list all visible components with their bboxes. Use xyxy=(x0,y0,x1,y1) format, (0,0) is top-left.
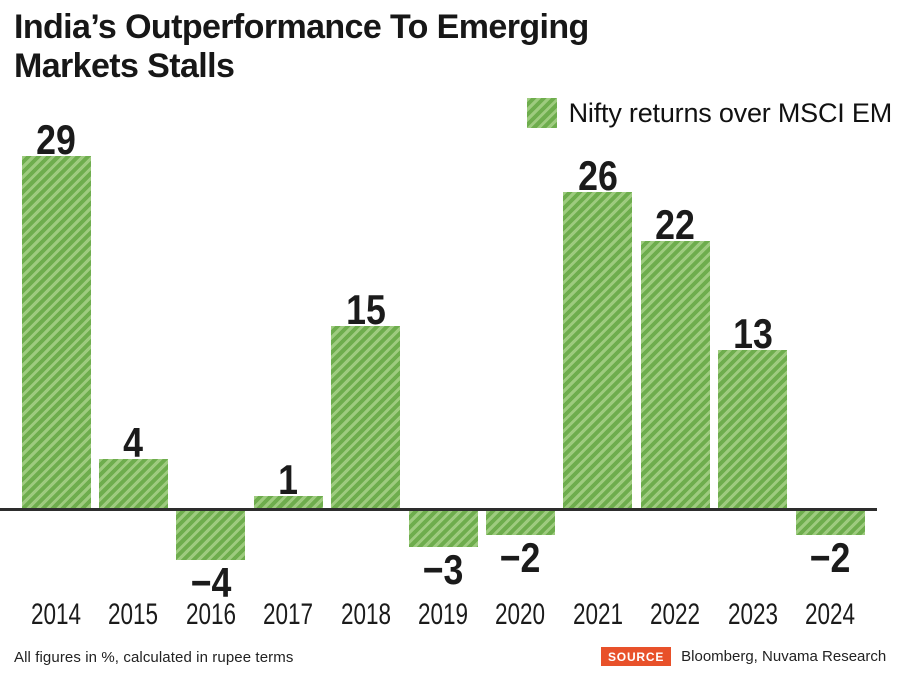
chart-title-line1: India’s Outperformance To Emerging xyxy=(14,8,589,46)
value-label-2019: −3 xyxy=(422,546,464,594)
x-tick-2017: 2017 xyxy=(263,598,314,631)
value-label-2018: 15 xyxy=(345,285,386,333)
chart-title: India’s Outperformance To Emerging Marke… xyxy=(14,8,589,87)
value-label-2014: 29 xyxy=(36,115,76,163)
legend: Nifty returns over MSCI EM xyxy=(526,97,893,129)
bar-2018 xyxy=(331,325,401,508)
value-label-2024: −2 xyxy=(809,534,851,582)
x-tick-2016: 2016 xyxy=(185,598,236,631)
bar-2021 xyxy=(563,192,633,508)
x-tick-2024: 2024 xyxy=(804,598,856,631)
bar-2020 xyxy=(485,511,555,536)
source-text: Bloomberg, Nuvama Research xyxy=(681,648,887,665)
value-label-2015: 4 xyxy=(123,419,144,467)
value-label-2020: −2 xyxy=(500,534,541,582)
bar-2019 xyxy=(408,511,478,548)
x-axis-baseline xyxy=(0,508,877,511)
value-label-2021: 26 xyxy=(577,152,618,200)
x-tick-2015: 2015 xyxy=(108,598,159,631)
legend-label: Nifty returns over MSCI EM xyxy=(568,97,893,128)
source-badge: SOURCE xyxy=(601,647,672,666)
value-label-2017: 1 xyxy=(278,455,299,503)
x-tick-2014: 2014 xyxy=(30,598,82,631)
x-tick-2019: 2019 xyxy=(417,598,469,631)
x-tick-2021: 2021 xyxy=(572,598,623,631)
value-label-2023: 13 xyxy=(732,310,773,358)
bar-2014 xyxy=(21,155,91,508)
value-label-2022: 22 xyxy=(655,200,696,248)
bar-2024 xyxy=(795,511,865,536)
bar-2022 xyxy=(640,240,710,508)
source-row: SOURCE Bloomberg, Nuvama Research xyxy=(601,647,886,666)
bar-2016 xyxy=(176,511,246,560)
value-label-2016: −4 xyxy=(190,558,232,606)
legend-swatch-icon xyxy=(526,98,557,128)
x-tick-2018: 2018 xyxy=(340,598,391,631)
footer-note: All figures in %, calculated in rupee te… xyxy=(14,649,294,666)
bar-2023 xyxy=(718,350,788,508)
x-tick-2020: 2020 xyxy=(495,598,546,631)
x-tick-2023: 2023 xyxy=(727,598,778,631)
chart-title-line2: Markets Stalls xyxy=(14,47,235,86)
x-tick-2022: 2022 xyxy=(650,598,701,631)
bar-2015 xyxy=(98,459,168,508)
bar-2017 xyxy=(253,495,323,508)
